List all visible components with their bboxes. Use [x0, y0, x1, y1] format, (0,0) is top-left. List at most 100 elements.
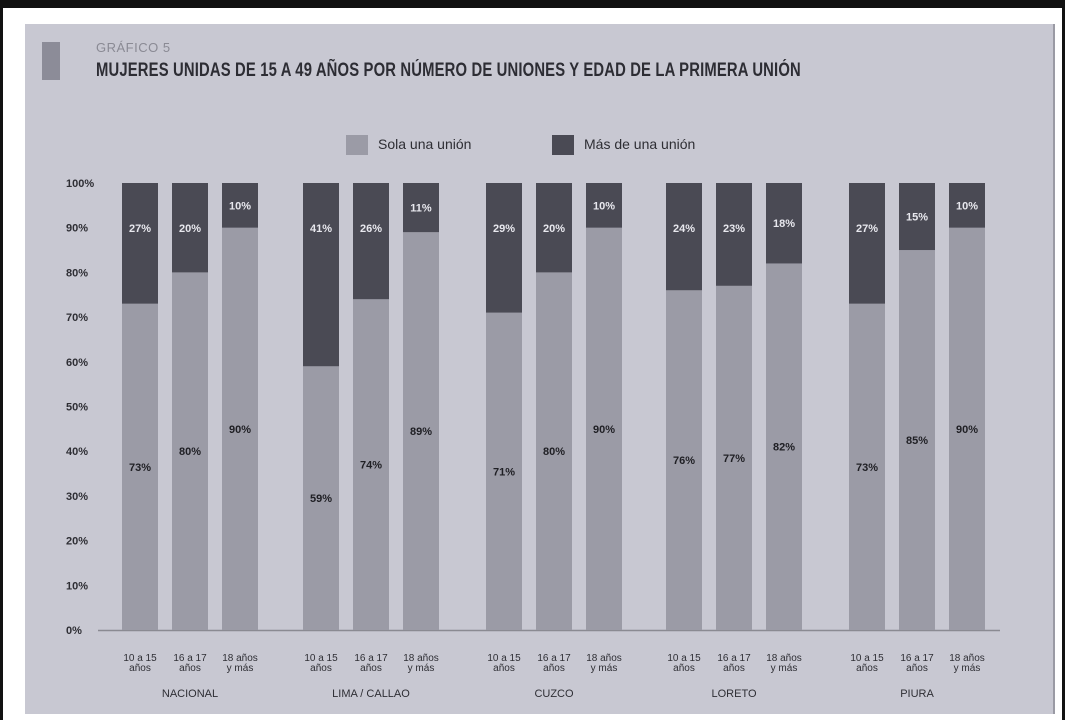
x-tick-label: 18 años — [949, 653, 985, 664]
y-tick-label: 70% — [66, 312, 88, 324]
bar-segment-sola — [536, 272, 572, 630]
group-label: LIMA / CALLAO — [332, 688, 410, 700]
data-label-sola: 77% — [723, 453, 745, 465]
data-label-mas: 26% — [360, 223, 382, 235]
y-tick-label: 30% — [66, 491, 88, 503]
bar-segment-sola — [222, 227, 258, 630]
data-label-sola: 74% — [360, 460, 382, 472]
legend-swatch-mas — [552, 135, 574, 155]
x-tick-label: 10 a 15 — [850, 653, 884, 664]
x-tick-label: años — [129, 663, 151, 674]
bar-segment-sola — [486, 312, 522, 630]
bar-segment-mas — [586, 183, 622, 228]
y-tick-label: 90% — [66, 223, 88, 235]
bar-segment-sola — [949, 227, 985, 630]
x-tick-label: años — [310, 663, 332, 674]
data-label-sola: 89% — [410, 426, 432, 438]
bar-segment-mas — [303, 183, 339, 367]
data-label-sola: 90% — [956, 424, 978, 436]
x-tick-label: 18 años — [766, 653, 802, 664]
x-tick-label: y más — [591, 663, 618, 674]
chart-title: MUJERES UNIDAS DE 15 A 49 AÑOS POR NÚMER… — [96, 60, 801, 81]
figure-kicker: GRÁFICO 5 — [96, 40, 171, 55]
data-label-mas: 15% — [906, 212, 928, 224]
bar-segment-mas — [172, 183, 208, 273]
x-tick-label: años — [493, 663, 515, 674]
y-tick-label: 80% — [66, 267, 88, 279]
group-label: LORETO — [711, 688, 756, 700]
bar-segment-mas — [766, 183, 802, 264]
data-label-mas: 23% — [723, 223, 745, 235]
data-label-mas: 10% — [593, 200, 615, 212]
bar-segment-sola — [403, 232, 439, 631]
x-tick-label: 16 a 17 — [173, 653, 207, 664]
bar-segment-sola — [716, 285, 752, 630]
data-label-mas: 29% — [493, 223, 515, 235]
data-label-sola: 76% — [673, 455, 695, 467]
x-tick-label: 18 años — [222, 653, 258, 664]
data-label-mas: 27% — [856, 223, 878, 235]
bar-segment-mas — [949, 183, 985, 228]
x-tick-label: años — [906, 663, 928, 674]
data-label-sola: 73% — [856, 462, 878, 474]
x-tick-label: 16 a 17 — [537, 653, 571, 664]
x-tick-label: 10 a 15 — [667, 653, 701, 664]
x-tick-label: años — [673, 663, 695, 674]
bar-segment-mas — [666, 183, 702, 291]
x-tick-label: 18 años — [586, 653, 622, 664]
x-tick-label: 10 a 15 — [123, 653, 157, 664]
data-label-mas: 20% — [179, 223, 201, 235]
x-tick-label: 18 años — [403, 653, 439, 664]
bar-segment-sola — [849, 303, 885, 630]
bar-segment-sola — [899, 250, 935, 631]
bar-segment-sola — [303, 366, 339, 630]
data-label-sola: 80% — [179, 446, 201, 458]
x-tick-label: y más — [227, 663, 254, 674]
bar-segment-mas — [222, 183, 258, 228]
bar-segment-sola — [353, 299, 389, 630]
bar-segment-sola — [666, 290, 702, 630]
x-tick-label: años — [179, 663, 201, 674]
bar-segment-mas — [403, 183, 439, 233]
legend-label-mas: Más de una unión — [584, 136, 696, 152]
data-label-sola: 71% — [493, 466, 515, 478]
title-marker — [42, 42, 60, 80]
group-label: CUZCO — [534, 688, 574, 700]
bar-segment-sola — [586, 227, 622, 630]
y-tick-label: 60% — [66, 357, 88, 369]
x-tick-label: y más — [408, 663, 435, 674]
y-tick-label: 40% — [66, 446, 88, 458]
bar-segment-mas — [899, 183, 935, 251]
data-label-sola: 59% — [310, 493, 332, 505]
data-label-sola: 80% — [543, 446, 565, 458]
legend-swatch-sola — [346, 135, 368, 155]
x-tick-label: y más — [771, 663, 798, 674]
y-tick-label: 100% — [66, 178, 94, 190]
bar-segment-sola — [766, 263, 802, 630]
data-label-mas: 20% — [543, 223, 565, 235]
data-label-sola: 90% — [229, 424, 251, 436]
y-tick-label: 50% — [66, 402, 88, 414]
x-tick-label: 10 a 15 — [487, 653, 521, 664]
y-tick-label: 0% — [66, 625, 82, 637]
data-label-mas: 18% — [773, 218, 795, 230]
data-label-mas: 41% — [310, 223, 332, 235]
x-tick-label: 10 a 15 — [304, 653, 338, 664]
bar-segment-mas — [122, 183, 158, 304]
bar-segment-sola — [172, 272, 208, 630]
y-tick-label: 10% — [66, 580, 88, 592]
data-label-mas: 24% — [673, 223, 695, 235]
x-tick-label: 16 a 17 — [354, 653, 388, 664]
legend-label-sola: Sola una unión — [378, 136, 472, 152]
data-label-sola: 82% — [773, 442, 795, 454]
bar-segment-mas — [716, 183, 752, 286]
x-tick-label: años — [856, 663, 878, 674]
bar-segment-mas — [536, 183, 572, 273]
x-tick-label: y más — [954, 663, 981, 674]
bar-segment-mas — [353, 183, 389, 300]
x-tick-label: años — [723, 663, 745, 674]
x-tick-label: 16 a 17 — [900, 653, 934, 664]
data-label-sola: 85% — [906, 435, 928, 447]
y-tick-label: 20% — [66, 536, 88, 548]
